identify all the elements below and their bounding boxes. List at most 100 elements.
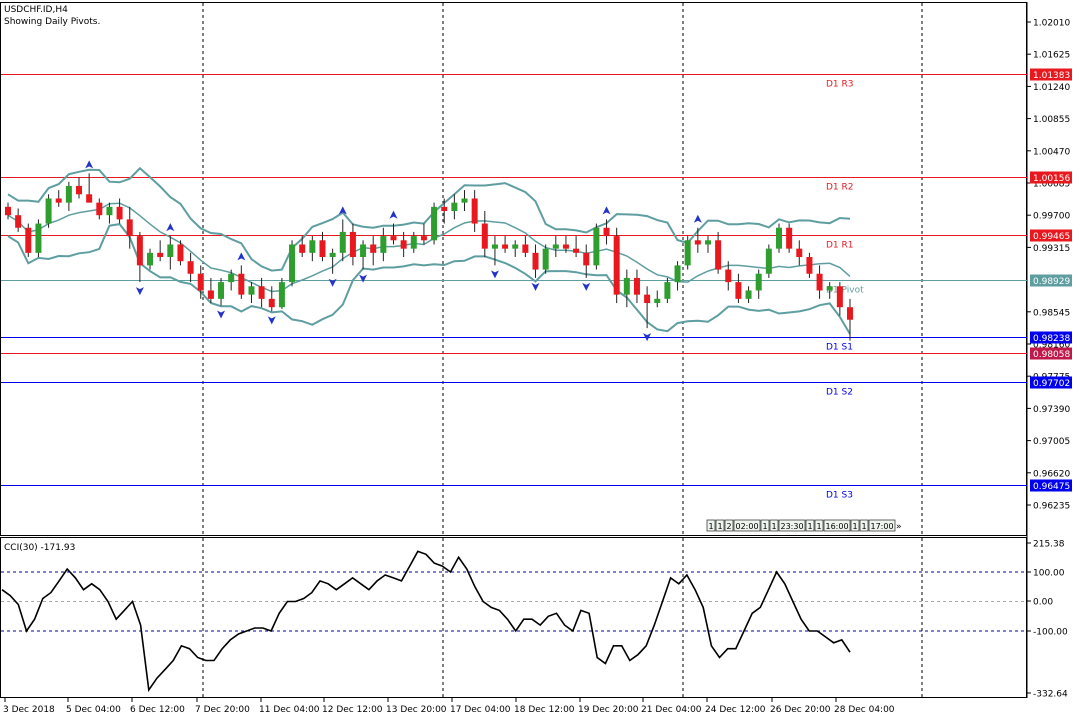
bullish-candle (218, 282, 225, 299)
time-label-strip: 1 1 2 02:00 1 1 23:30 1 1 16:00 1 1 17:00» (706, 519, 902, 532)
time-label-box (868, 519, 896, 532)
cci-tick-label: 100.00 (1033, 569, 1065, 579)
bullish-candle (542, 248, 549, 270)
time-tick-label: 24 Dec 12:00 (705, 705, 766, 715)
bullish-candle (512, 244, 519, 249)
bearish-candle (481, 223, 488, 249)
pivot-level-name: D1 R1 (826, 241, 854, 251)
bullish-candle (278, 282, 285, 308)
bearish-candle (187, 261, 194, 274)
price-tick-label: 0.97005 (1033, 437, 1070, 447)
vertical-grid (202, 3, 923, 697)
time-tick-label: 21 Dec 04:00 (641, 705, 702, 715)
cci-line (1, 550, 851, 693)
bearish-candle (441, 206, 448, 212)
bullish-candle (106, 206, 113, 216)
time-tick-label: 19 Dec 20:00 (578, 705, 639, 715)
down-fractal-arrow (531, 282, 540, 291)
time-tick-label: 17 Dec 04:00 (450, 705, 511, 715)
time-label-box (814, 519, 824, 532)
time-label-text: 1 (808, 522, 813, 531)
bullish-candle (552, 244, 559, 249)
bearish-candle (25, 227, 32, 253)
bearish-candle (126, 219, 133, 237)
time-label-text: 1 (862, 522, 867, 531)
time-tick-label: 26 Dec 20:00 (770, 705, 831, 715)
bearish-candle (735, 282, 742, 299)
time-label-text: 2 (727, 522, 732, 531)
bearish-candle (197, 273, 204, 291)
time-tick-label: 13 Dec 20:00 (386, 705, 447, 715)
cci-indicator: 215.38 100.00 0.00 -100.00 -332.64 (1, 540, 1068, 700)
down-fractal-arrow (582, 282, 591, 291)
up-fractal-arrow (338, 206, 347, 215)
price-tick-label: 0.98160 (1033, 341, 1070, 351)
price-tick-label: 1.01240 (1033, 83, 1070, 93)
price-tick-label: 0.96620 (1033, 469, 1070, 479)
pivot-level-name: D1 Pivot (826, 286, 864, 296)
pivot-price-text: 0.98929 (1033, 277, 1070, 287)
up-fractal-arrow (693, 214, 702, 223)
bearish-candle (836, 286, 843, 308)
time-label-text: 1 (772, 522, 777, 531)
bullish-candle (248, 286, 255, 295)
cci-tick-label: 215.38 (1033, 540, 1065, 550)
pivot-price-tag (1030, 229, 1072, 242)
pivot-price-text: 1.00156 (1033, 174, 1070, 184)
cci-title: CCI(30) -171.93 (4, 543, 75, 553)
price-tick-label: 1.00855 (1033, 115, 1070, 125)
bearish-candle (268, 298, 275, 308)
bearish-candle (15, 215, 22, 228)
bearish-candle (715, 240, 722, 270)
down-fractal-arrow (328, 278, 337, 287)
bearish-candle (816, 273, 823, 291)
time-tick-label: 11 Dec 04:00 (259, 705, 320, 715)
bullish-candle (684, 240, 691, 266)
bullish-candle (491, 244, 498, 249)
bullish-candle (745, 290, 752, 299)
bearish-candle (694, 240, 701, 245)
bullish-candle (380, 236, 387, 253)
pivot-price-labels: 1.01383 1.00156 0.99465 0.98929 0.98238 0.977… (1030, 68, 1072, 492)
pivot-price-tag (1030, 171, 1072, 184)
bearish-candle (319, 240, 326, 258)
bullish-candle (167, 244, 174, 258)
bullish-candle (45, 198, 52, 224)
time-label-text: 23:30 (781, 522, 804, 531)
bullish-candle (329, 252, 336, 258)
cci-tick-label: -100.00 (1033, 628, 1068, 638)
bearish-candle (583, 252, 590, 266)
bullish-candle (593, 227, 600, 266)
bearish-candle (725, 269, 732, 283)
bearish-candle (633, 277, 640, 295)
down-fractal-arrow (643, 333, 652, 342)
bearish-candle (5, 206, 11, 216)
bullish-candle (147, 252, 154, 266)
current-price-text: 0.98058 (1033, 350, 1070, 360)
time-label-box (850, 519, 860, 532)
pivot-price-tag (1030, 274, 1072, 287)
pivot-level-name: D1 R2 (826, 183, 854, 193)
pivot-price-text: 1.01383 (1033, 71, 1070, 81)
bearish-candle (400, 240, 407, 249)
time-label-box (805, 519, 815, 532)
bullish-candle (664, 282, 671, 299)
bearish-candle (603, 227, 610, 237)
bullish-candle (461, 198, 468, 203)
bullish-candle (704, 240, 711, 245)
bearish-candle (207, 290, 214, 299)
bullish-candle (674, 265, 681, 283)
bullish-candle (755, 273, 762, 291)
bullish-candle (775, 227, 782, 249)
bearish-candle (136, 236, 143, 266)
bullish-candle (289, 244, 296, 283)
middle-band (7, 202, 851, 293)
bearish-candle (644, 294, 651, 304)
bearish-candle (613, 236, 620, 295)
time-label-box (724, 519, 734, 532)
price-axis-ticks: 1.02010 1.01625 1.01240 1.00855 1.00470 1.000… (1027, 19, 1070, 512)
time-tick-label: 18 Dec 12:00 (514, 705, 575, 715)
time-label-text: 17:00 (871, 522, 894, 531)
